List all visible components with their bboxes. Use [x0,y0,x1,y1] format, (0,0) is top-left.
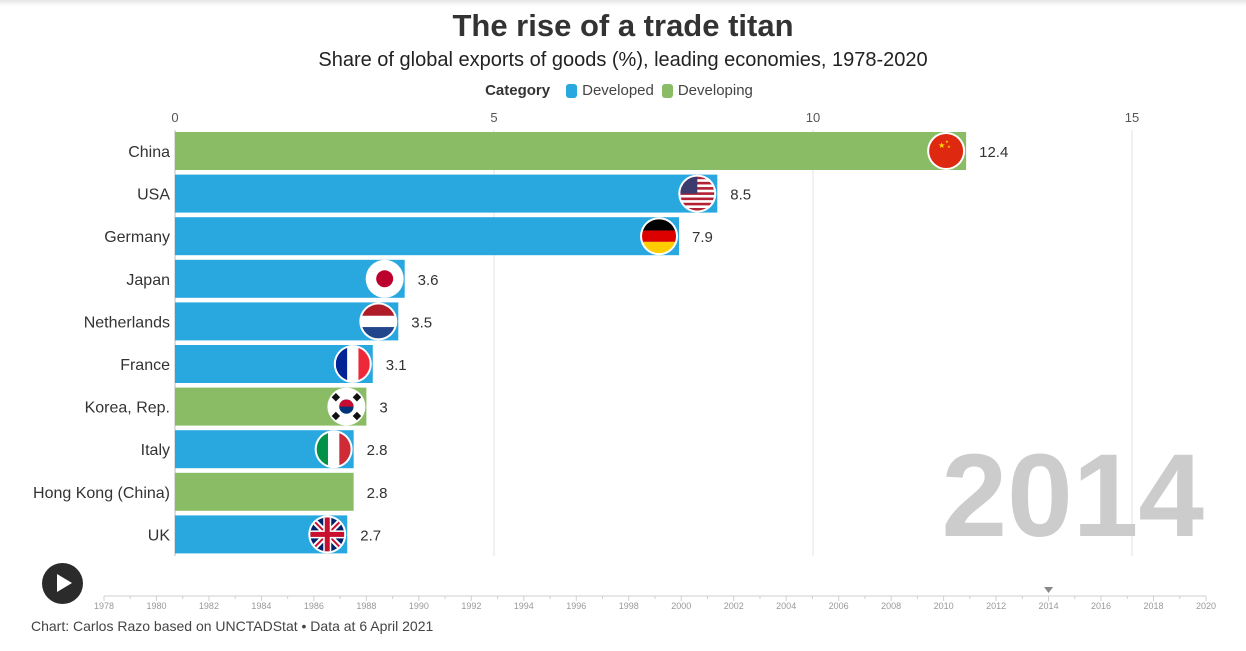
timeline-year-label[interactable]: 2000 [671,601,691,611]
korea-flag-icon [327,387,366,426]
svg-text:★: ★ [945,139,949,144]
category-label: Netherlands [84,314,170,331]
usa-flag-icon [678,174,717,213]
svg-text:★: ★ [947,144,951,149]
timeline-year-label[interactable]: 1988 [356,601,376,611]
x-tick-label: 10 [806,110,820,125]
uk-flag-icon [308,515,347,554]
legend: Category Developed Developing [0,82,1246,99]
timeline-year-label[interactable]: 1986 [304,601,324,611]
france-flag-icon [333,345,372,383]
timeline-year-label[interactable]: 1998 [619,601,639,611]
source-note: Chart: Carlos Razo based on UNCTADStat •… [31,618,434,634]
category-label: Hong Kong (China) [33,485,170,502]
timeline[interactable]: 1978 1980 1982 1984 1986 1988 1990 1992 1994 1996… [94,587,1216,611]
legend-entry-developing[interactable]: Developing [661,82,753,99]
timeline-year-label[interactable]: 2012 [986,601,1006,611]
chart-title: The rise of a trade titan [452,8,794,43]
timeline-year-label[interactable]: 2018 [1144,601,1164,611]
value-label: 3.5 [411,314,432,331]
value-label: 2.8 [367,485,388,502]
bar[interactable] [175,217,680,256]
timeline-year-label[interactable]: 2010 [934,601,954,611]
bar[interactable] [175,174,718,213]
timeline-year-label[interactable]: 1978 [94,601,114,611]
timeline-year-label[interactable]: 2020 [1196,601,1216,611]
timeline-year-label[interactable]: 2006 [829,601,849,611]
value-label: 12.4 [979,144,1008,161]
value-label: 3.6 [418,272,439,289]
play-icon [57,574,72,592]
japan-flag-icon [365,259,404,298]
timeline-year-label[interactable]: 2014 [1039,601,1059,611]
svg-text:★: ★ [938,141,945,150]
italy-flag-icon [314,430,353,469]
bar[interactable] [175,132,967,170]
category-label: Korea, Rep. [85,400,170,417]
category-label: Germany [104,229,170,246]
category-label: UK [148,527,171,544]
timeline-year-label[interactable]: 1992 [461,601,481,611]
timeline-marker[interactable] [1044,587,1054,593]
current-year-label: 2014 [941,430,1204,562]
value-label: 3 [379,400,387,417]
category-label: Japan [126,272,170,289]
legend-swatch-developing [661,83,673,98]
legend-label-developed: Developed [582,82,654,99]
timeline-year-label[interactable]: 2016 [1091,601,1111,611]
x-axis-ticks: 0 5 10 15 [171,110,1139,125]
legend-entry-developed[interactable]: Developed [566,82,654,99]
bars: China ★ ★★ 12.4 USA 8.5 Germany 7.9 Japan 3.6 Neth… [33,132,1008,554]
x-tick-label: 5 [490,110,497,125]
timeline-year-label[interactable]: 2004 [776,601,796,611]
category-label: China [128,144,170,161]
legend-label-developing: Developing [677,82,753,99]
timeline-year-label[interactable]: 1980 [146,601,166,611]
x-tick-label: 15 [1125,110,1139,125]
timeline-year-label[interactable]: 1984 [251,601,271,611]
value-label: 7.9 [692,229,713,246]
netherlands-flag-icon [359,302,398,341]
china-flag-icon: ★ ★★ [927,132,966,170]
category-label: USA [137,187,170,204]
category-label: France [120,357,170,374]
value-label: 8.5 [730,187,751,204]
timeline-year-label[interactable]: 2008 [881,601,901,611]
value-label: 3.1 [386,357,407,374]
timeline-year-label[interactable]: 2002 [724,601,744,611]
play-button[interactable] [42,563,83,604]
value-label: 2.7 [360,527,381,544]
legend-title: Category [485,82,551,99]
x-tick-label: 0 [171,110,178,125]
timeline-year-label[interactable]: 1996 [566,601,586,611]
legend-swatch-developed [566,83,578,98]
category-label: Italy [141,442,170,459]
top-shadow [0,0,1246,6]
timeline-year-label[interactable]: 1982 [199,601,219,611]
timeline-year-label[interactable]: 1990 [409,601,429,611]
germany-flag-icon [640,217,679,256]
value-label: 2.8 [367,442,388,459]
chart-subtitle: Share of global exports of goods (%), le… [318,49,928,71]
timeline-year-label[interactable]: 1994 [514,601,534,611]
bar[interactable] [175,472,354,511]
